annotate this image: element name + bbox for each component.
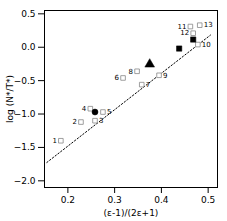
svg-text:0.2: 0.2 bbox=[61, 195, 75, 205]
svg-text:9: 9 bbox=[163, 72, 167, 80]
svg-text:6: 6 bbox=[115, 74, 120, 82]
svg-text:0.3: 0.3 bbox=[107, 195, 121, 205]
svg-text:10: 10 bbox=[202, 41, 211, 49]
svg-text:(ε-1)/(2ε+1): (ε-1)/(2ε+1) bbox=[104, 208, 159, 218]
svg-text:0.4: 0.4 bbox=[154, 195, 169, 205]
svg-text:2: 2 bbox=[73, 118, 77, 126]
svg-text:8: 8 bbox=[129, 68, 133, 76]
svg-text:0.5: 0.5 bbox=[201, 195, 215, 205]
svg-text:−0.5: −0.5 bbox=[14, 76, 36, 86]
svg-text:13: 13 bbox=[204, 21, 213, 29]
svg-text:0.0: 0.0 bbox=[21, 42, 36, 52]
svg-text:12: 12 bbox=[180, 29, 189, 37]
svg-text:3: 3 bbox=[99, 117, 103, 125]
svg-text:0.5: 0.5 bbox=[21, 9, 35, 19]
svg-text:4: 4 bbox=[82, 105, 87, 113]
svg-text:log (N*/T*): log (N*/T*) bbox=[5, 75, 15, 123]
svg-text:−2.0: −2.0 bbox=[14, 176, 36, 186]
svg-text:5: 5 bbox=[107, 108, 111, 116]
svg-text:−1.5: −1.5 bbox=[14, 142, 36, 152]
svg-text:11: 11 bbox=[177, 22, 187, 31]
svg-text:7: 7 bbox=[146, 81, 150, 89]
svg-text:1: 1 bbox=[52, 137, 56, 145]
svg-text:−1.0: −1.0 bbox=[14, 109, 36, 119]
